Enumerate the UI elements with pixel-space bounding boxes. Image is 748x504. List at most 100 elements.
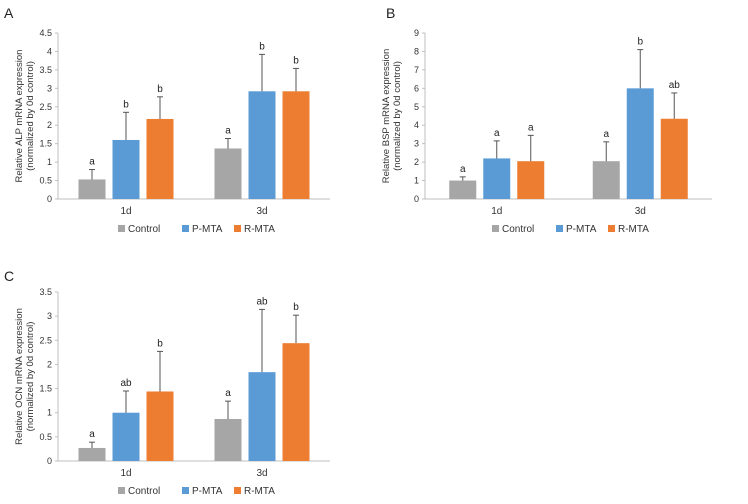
y-tick-label: 3	[47, 83, 52, 93]
legend-label: R-MTA	[244, 224, 275, 235]
legend-swatch-p-mta	[556, 225, 563, 232]
y-tick-label: 0	[47, 456, 52, 466]
y-tick-label: 0.5	[39, 176, 52, 186]
y-axis-title: (normalized by 0d control)	[392, 61, 403, 171]
legend-label: Control	[128, 486, 160, 497]
significance-label: b	[157, 338, 163, 349]
legend: Control P-MTA R-MTA	[118, 486, 275, 497]
panel-label: B	[386, 5, 395, 21]
y-tick-label: 0	[414, 194, 419, 204]
significance-label: b	[293, 55, 299, 66]
bar-control-3d	[214, 418, 242, 461]
significance-label: a	[89, 429, 95, 440]
legend-swatch-p-mta	[182, 487, 189, 494]
bar-r-mta-3d	[282, 343, 310, 461]
x-category-label: 1d	[120, 206, 131, 217]
panel-label: A	[4, 5, 14, 21]
y-tick-label: 8	[414, 46, 419, 56]
y-tick-label: 3.5	[39, 287, 52, 297]
y-tick-label: 2	[47, 359, 52, 369]
legend-swatch-control	[118, 487, 125, 494]
significance-label: b	[293, 302, 299, 313]
y-tick-label: 7	[414, 65, 419, 75]
y-axis-title: Relative BSP mRNA expression	[381, 49, 392, 183]
significance-label: a	[460, 164, 466, 175]
legend-swatch-r-mta	[234, 487, 241, 494]
y-tick-label: 6	[414, 83, 419, 93]
significance-label: b	[123, 99, 129, 110]
y-tick-label: 4	[47, 46, 52, 56]
legend-label: Control	[502, 224, 534, 235]
y-tick-label: 1	[414, 176, 419, 186]
x-category-label: 1d	[491, 206, 502, 217]
bar-r-mta-1d	[517, 161, 545, 199]
legend-label: R-MTA	[244, 486, 275, 497]
legend-label: Control	[128, 224, 160, 235]
bar-control-3d	[214, 148, 242, 199]
bar-control-1d	[78, 179, 106, 199]
y-tick-label: 0.5	[39, 432, 52, 442]
y-tick-label: 1.5	[39, 384, 52, 394]
bar-control-1d	[78, 447, 106, 461]
x-category-label: 1d	[120, 468, 131, 479]
significance-label: ab	[120, 378, 132, 389]
y-tick-label: 3	[47, 311, 52, 321]
x-category-label: 3d	[256, 468, 267, 479]
y-tick-label: 9	[414, 28, 419, 38]
y-axis-title: (normalized by 0d control)	[25, 61, 36, 171]
bar-r-mta-3d	[660, 118, 688, 199]
bar-r-mta-1d	[146, 391, 174, 461]
bar-r-mta-1d	[146, 118, 174, 199]
y-tick-label: 2.5	[39, 335, 52, 345]
y-tick-label: 1.5	[39, 139, 52, 149]
x-category-label: 3d	[635, 206, 646, 217]
y-tick-label: 1	[47, 157, 52, 167]
significance-label: a	[603, 129, 609, 140]
y-axis-title: Relative OCN mRNA expression	[14, 308, 25, 445]
y-tick-label: 4.5	[39, 28, 52, 38]
y-tick-label: 2	[414, 157, 419, 167]
y-tick-label: 5	[414, 102, 419, 112]
bar-r-mta-3d	[282, 91, 310, 199]
bar-p-mta-3d	[626, 88, 654, 199]
bar-p-mta-1d	[112, 412, 140, 461]
legend-label: P-MTA	[566, 224, 597, 235]
significance-label: a	[225, 388, 231, 399]
legend-swatch-control	[492, 225, 499, 232]
chart-panel-c: C 0 0.5 1 1.5 2 2.5 3 3.5 Relative OCN mRNA expre…	[4, 268, 330, 497]
significance-label: b	[259, 41, 265, 52]
legend-label: P-MTA	[192, 486, 223, 497]
legend-swatch-r-mta	[608, 225, 615, 232]
bar-p-mta-3d	[248, 91, 276, 199]
y-tick-label: 2.5	[39, 102, 52, 112]
legend-swatch-p-mta	[182, 225, 189, 232]
bar-control-1d	[449, 180, 477, 199]
significance-label: b	[637, 37, 643, 48]
bar-p-mta-1d	[483, 158, 511, 199]
bar-control-3d	[592, 161, 620, 199]
y-axis-title: Relative ALP mRNA expression	[14, 50, 25, 183]
significance-label: b	[157, 84, 163, 95]
legend-label: R-MTA	[618, 224, 649, 235]
chart-panel-b: B 0 1 2 3 4 5 6 7 8 9 Relative BSP mRNA expression(…	[381, 5, 712, 235]
significance-label: a	[89, 156, 95, 167]
significance-label: a	[528, 122, 534, 133]
significance-label: a	[225, 126, 231, 137]
significance-label: a	[494, 128, 500, 139]
legend-swatch-control	[118, 225, 125, 232]
y-tick-label: 4	[414, 120, 419, 130]
y-tick-label: 3.5	[39, 65, 52, 75]
chart-panel-a: A 0 0.5 1 1.5 2 2.5 3 3.5 4 4.5 Relative ALP mRNA e…	[4, 5, 330, 235]
y-tick-label: 0	[47, 194, 52, 204]
y-tick-label: 3	[414, 139, 419, 149]
legend: Control P-MTA R-MTA	[492, 224, 649, 235]
y-axis-title: (normalized by 0d control)	[25, 322, 36, 432]
significance-label: ab	[256, 296, 268, 307]
significance-label: ab	[669, 80, 681, 91]
bar-p-mta-3d	[248, 372, 276, 461]
y-tick-label: 2	[47, 120, 52, 130]
legend: Control P-MTA R-MTA	[118, 224, 275, 235]
legend-label: P-MTA	[192, 224, 223, 235]
bar-p-mta-1d	[112, 139, 140, 199]
